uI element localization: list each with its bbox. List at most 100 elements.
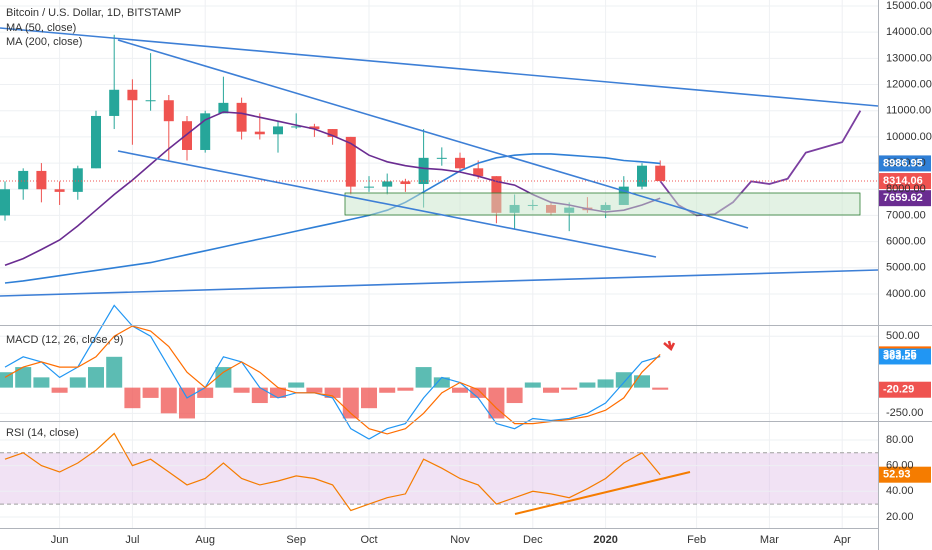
price-label-box: [879, 466, 931, 483]
candle-body: [163, 100, 174, 122]
candle-body: [473, 168, 484, 177]
x-tick-label: Sep: [286, 534, 306, 546]
histogram-bar: [652, 387, 669, 390]
histogram-bar: [506, 387, 523, 404]
y-tick-label: 7000.00: [886, 209, 926, 221]
x-tick-label: Aug: [195, 534, 215, 546]
candle-body: [72, 168, 83, 192]
y-tick-label: 15000.00: [886, 0, 932, 12]
histogram-bar: [106, 356, 123, 388]
y-tick-label: 60.00: [886, 460, 914, 472]
histogram-bar: [324, 387, 341, 398]
histogram-bar: [51, 387, 68, 393]
histogram-bar: [124, 387, 141, 409]
plot-layer: [0, 0, 931, 528]
candle-body: [345, 136, 356, 187]
pane-title: RSI (14, close): [6, 427, 79, 439]
histogram-bar: [379, 387, 396, 393]
histogram-bar: [415, 367, 432, 388]
histogram-bar: [179, 387, 195, 419]
histogram-bar: [433, 377, 450, 388]
candle-body: [273, 126, 283, 135]
histogram-bar: [615, 372, 632, 388]
y-tick-label: 6000.00: [886, 236, 926, 248]
candle-body: [418, 157, 429, 185]
y-tick-label: -250.00: [886, 407, 923, 419]
x-tick-label: 2020: [593, 534, 617, 546]
histogram-bar: [634, 375, 650, 388]
price-label: 7659.62: [883, 192, 923, 204]
candle-body: [36, 170, 47, 190]
legend-entry: MA (50, close): [6, 22, 76, 34]
y-tick-label: 8000.00: [886, 183, 926, 195]
histogram-bar: [88, 367, 104, 388]
histogram-bar: [251, 387, 268, 404]
price-label: 303.26: [883, 350, 917, 362]
price-label: 323.55: [883, 348, 917, 360]
histogram-bar: [470, 387, 487, 398]
histogram-bar: [579, 382, 596, 388]
x-tick-label: Apr: [834, 534, 851, 546]
price-label-box: [879, 173, 931, 190]
price-label: 8986.95: [883, 157, 923, 169]
price-label-box: [879, 381, 931, 398]
arrow: [663, 340, 676, 351]
x-tick-label: Mar: [760, 534, 779, 546]
y-tick-label: 12000.00: [886, 78, 932, 90]
pane-title: MACD (12, 26, close, 9): [6, 334, 123, 346]
candle-body: [327, 129, 338, 137]
histogram-bar: [270, 387, 286, 398]
price-label: -20.29: [883, 384, 914, 396]
candle-body: [200, 113, 211, 150]
candle-body: [18, 170, 29, 190]
histogram-bar: [233, 387, 250, 393]
histogram-bar: [524, 382, 541, 388]
rsi-band: [0, 452, 878, 505]
price-label: 52.93: [883, 469, 911, 481]
candle-body: [637, 165, 647, 187]
histogram-bar: [306, 387, 323, 393]
candle-body: [0, 189, 10, 216]
histogram-bar: [160, 387, 177, 414]
candle-body: [455, 157, 465, 169]
histogram-bar: [288, 382, 305, 388]
rsi-trendline: [514, 471, 691, 515]
y-tick-label: 500.00: [886, 330, 920, 342]
chart-title: Bitcoin / U.S. Dollar, 1D, BITSTAMP: [6, 7, 181, 19]
price-label-box: [879, 348, 931, 365]
y-tick-label: 13000.00: [886, 52, 932, 64]
histogram-bar: [342, 387, 359, 419]
candle-body: [436, 157, 447, 159]
y-tick-label: 10000.00: [886, 131, 932, 143]
trendline: [117, 39, 749, 229]
histogram-bar: [33, 377, 50, 388]
y-tick-label: 9000.00: [886, 157, 926, 169]
x-tick-label: Nov: [450, 534, 470, 546]
x-tick-label: Feb: [687, 534, 706, 546]
candle-body: [109, 89, 120, 116]
candle-body: [291, 126, 302, 128]
histogram-bar: [397, 387, 414, 391]
candle-body: [182, 121, 192, 150]
histogram-bar: [15, 367, 32, 388]
support-zone: [344, 192, 861, 216]
trendline: [117, 150, 657, 258]
x-tick-label: Oct: [360, 534, 377, 546]
y-tick-label: 11000.00: [886, 105, 931, 117]
candle-body: [382, 181, 393, 187]
candle-body: [127, 89, 138, 101]
trendline: [0, 27, 879, 107]
y-tick-label: 14000.00: [886, 26, 932, 38]
price-label: 8314.06: [883, 175, 923, 187]
ma-line: [4, 153, 661, 284]
histogram-bar: [0, 372, 13, 388]
histogram-bar: [215, 367, 232, 388]
histogram-bar: [197, 387, 214, 398]
histogram-bar: [452, 387, 468, 393]
candle-body: [145, 100, 156, 102]
macd-line: [4, 304, 661, 440]
trendline: [0, 269, 879, 297]
y-tick-label: 5000.00: [886, 262, 926, 274]
